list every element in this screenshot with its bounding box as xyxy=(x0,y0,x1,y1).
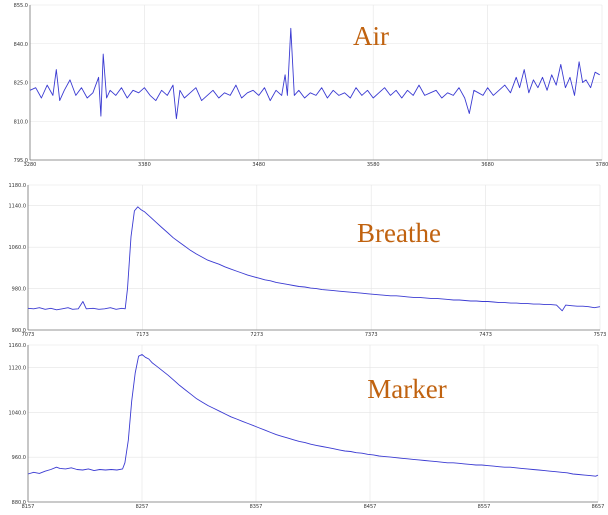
y-tick-label: 1160.0 xyxy=(9,343,27,349)
y-tick-label: 840.0 xyxy=(14,42,28,48)
y-tick-label: 1180.0 xyxy=(9,183,27,189)
series-line xyxy=(29,27,600,120)
series-line xyxy=(27,354,599,477)
y-tick-label: 1040.0 xyxy=(9,410,27,416)
y-tick-label: 960.0 xyxy=(12,455,26,461)
chart-title: Breathe xyxy=(357,218,441,248)
y-tick-label: 825.0 xyxy=(14,81,28,87)
y-tick-label: 810.0 xyxy=(14,119,28,125)
chart-title: Air xyxy=(353,21,389,51)
series-line xyxy=(27,206,601,312)
x-tick-label: 7573 xyxy=(594,332,607,338)
x-tick-label: 3780 xyxy=(596,162,608,168)
x-tick-label: 8157 xyxy=(22,504,35,510)
x-tick-label: 3680 xyxy=(481,162,494,168)
x-tick-label: 8557 xyxy=(478,504,491,510)
x-tick-label: 8657 xyxy=(592,504,605,510)
y-tick-label: 1060.0 xyxy=(9,245,27,251)
chart-3: 880.0 960.0 1040.0 1120.0 1160.0 8157 8257 8357… xyxy=(9,343,605,510)
x-tick-label: 7373 xyxy=(365,332,378,338)
x-tick-label: 7073 xyxy=(22,332,35,338)
y-tick-label: 795.0 xyxy=(14,158,28,164)
x-tick-label: 7273 xyxy=(250,332,263,338)
chart-2: 900.0 980.0 1060.0 1140.0 1180.0 7073 7173 7273… xyxy=(9,183,607,338)
x-tick-label: 8357 xyxy=(250,504,263,510)
y-tick-label: 1140.0 xyxy=(9,204,27,210)
x-tick-label: 8457 xyxy=(364,504,377,510)
x-tick-label: 7473 xyxy=(479,332,492,338)
x-tick-label: 3480 xyxy=(252,162,265,168)
x-tick-label: 3580 xyxy=(367,162,380,168)
x-tick-label: 3380 xyxy=(138,162,151,168)
chart-title: Marker xyxy=(367,374,446,404)
y-tick-label: 880.0 xyxy=(12,500,26,506)
y-tick-label: 980.0 xyxy=(12,287,26,293)
y-tick-label: 855.0 xyxy=(14,3,28,9)
x-tick-label: 3280 xyxy=(24,162,37,168)
x-tick-label: 8257 xyxy=(136,504,149,510)
y-tick-label: 900.0 xyxy=(12,328,26,334)
x-tick-label: 7173 xyxy=(136,332,149,338)
chart-1: 795.0 810.0 825.0 840.0 855.0 3280 3380 3480 358… xyxy=(14,3,608,168)
y-tick-label: 1120.0 xyxy=(9,365,27,371)
